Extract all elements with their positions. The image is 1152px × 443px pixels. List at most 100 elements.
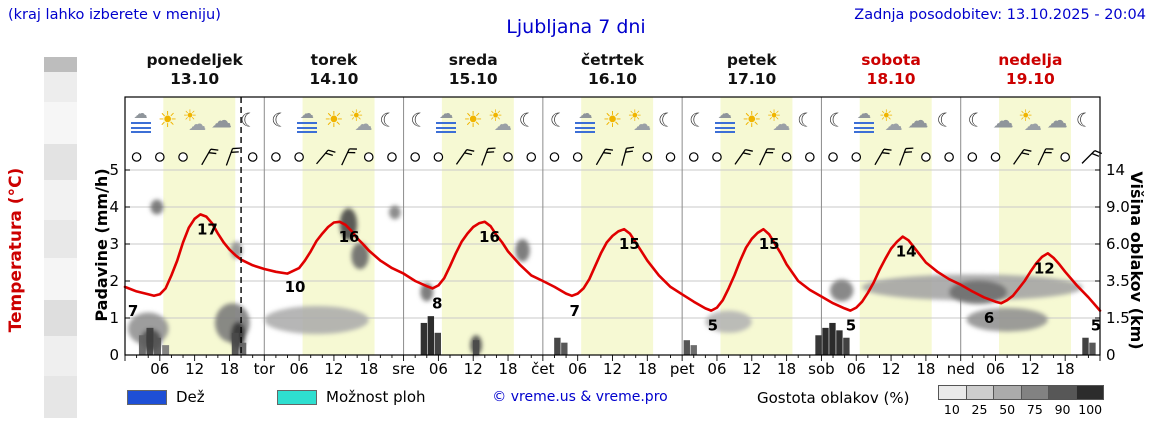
time-axis-label: 12 [185, 360, 204, 378]
fog-line [714, 131, 735, 133]
day-header-ponedeljek: ponedeljek 13.10 [125, 51, 264, 95]
low-cloud-bar [690, 345, 697, 355]
fog-line [714, 126, 735, 129]
temperature-value-label: 10 [285, 278, 306, 296]
barb-shaft [1081, 150, 1096, 164]
temperature-value-label: 5 [846, 317, 856, 335]
left-strip-segment [44, 180, 77, 220]
wind-barb-icon [341, 148, 357, 166]
cloud-icon: ☁ [133, 105, 148, 122]
low-cloud-bar [427, 316, 435, 355]
time-axis-label: 06 [429, 360, 448, 378]
weather-icon-fog: ☁ [128, 106, 154, 136]
low-cloud-bar [138, 335, 146, 355]
barb-feather [603, 152, 612, 155]
fog-line [436, 131, 457, 133]
wind-calm-icon [990, 152, 1001, 162]
cloud-scale-segment [939, 386, 967, 399]
day-icons-četrtek: ☾ ☁ ☀ ☀ ☁ ☾ [543, 99, 682, 143]
cloud-icon: ☁ [299, 105, 314, 122]
cloud-icon: ☁ [354, 113, 373, 135]
barb-feather [1045, 148, 1054, 150]
wind-calm-icon [433, 152, 444, 162]
cloud-icon: ☁ [439, 105, 454, 122]
weather-icon-sun-cloud: ☀ ☁ [878, 106, 904, 136]
barb-feather [1023, 148, 1032, 152]
cloud-scale-label: 90 [1054, 402, 1071, 417]
wind-calm-icon [131, 152, 142, 162]
copyright-link[interactable]: © vreme.us & vreme.pro [492, 389, 668, 405]
barb-feather [904, 151, 913, 153]
time-axis-label: 18 [1056, 360, 1075, 378]
cloud-icon: ☁ [717, 105, 732, 122]
weather-icon-cloud: ☁ [209, 106, 235, 136]
left-cloud-strip [44, 57, 77, 418]
low-cloud-bar [829, 322, 836, 355]
moon-icon: ☾ [549, 109, 567, 132]
moon-icon: ☾ [410, 109, 428, 132]
day-name: sobota [861, 51, 921, 69]
wind-barb-icon [316, 149, 336, 165]
time-axis-label: 06 [150, 360, 169, 378]
day-headers: ponedeljek 13.10 torek 14.10 sreda 15.10 četrt… [125, 51, 1100, 95]
wind-calm-icon [178, 152, 188, 162]
cloud-scale-label: 25 [971, 402, 988, 417]
barb-feather [486, 151, 495, 153]
barb-feather [347, 151, 356, 154]
time-axis-label: 12 [882, 360, 901, 378]
day-abbrev-label: tor [254, 360, 276, 378]
wind-barb-icon [759, 148, 775, 166]
day-name: sreda [448, 51, 498, 69]
cloud-icon: ☁ [1023, 113, 1042, 135]
barb-feather [742, 152, 751, 156]
weather-icon-fog: ☁ [294, 106, 320, 136]
barb-feather [625, 150, 634, 153]
day-abbrev-label: ned [947, 360, 975, 378]
day-abbrev-label: sob [808, 360, 835, 378]
day-date: 19.10 [1005, 70, 1055, 89]
fog-line [130, 122, 151, 124]
wind-barb-icon [455, 148, 475, 165]
temperature-value-label: 7 [570, 302, 580, 320]
time-axis-label: 06 [568, 360, 587, 378]
weather-icon-sun: ☀ [321, 106, 347, 136]
weather-icon-moon: ☾ [963, 106, 989, 136]
fog-lines-icon [130, 122, 151, 133]
time-axis-label: 12 [464, 360, 483, 378]
wind-calm-icon [572, 152, 583, 162]
barb-shaft [1013, 149, 1025, 165]
low-cloud-bar [554, 337, 561, 355]
fog-line [575, 131, 596, 133]
weather-icon-moon: ☾ [932, 106, 958, 136]
last-update-text: Zadnja posodobitev: 13.10.2025 - 20:04 [854, 7, 1146, 23]
low-cloud-bar [239, 342, 247, 355]
weather-icon-sun: ☀ [599, 106, 625, 136]
cloud-icon: ☁ [633, 113, 652, 135]
left-strip-segment [44, 376, 77, 418]
temperature-value-label: 16 [479, 228, 500, 246]
weather-icon-fog: ☁ [433, 106, 459, 136]
cloud-scale-label: 100 [1078, 402, 1103, 417]
time-axis-label: 06 [290, 360, 309, 378]
barb-feather [881, 152, 890, 155]
left-strip-segment [44, 102, 77, 144]
moon-icon: ☾ [240, 109, 258, 132]
day-name: četrtek [580, 51, 644, 69]
day-date: 15.10 [448, 70, 498, 89]
weather-icon-cloud: ☁ [990, 106, 1016, 136]
cloud-blob [515, 239, 530, 262]
cloud-scale-segment [994, 386, 1022, 399]
temperature-value-label: 6 [984, 309, 994, 327]
day-name: nedelja [998, 51, 1063, 69]
day-name: petek [726, 51, 777, 69]
day-name: ponedeljek [146, 51, 243, 69]
cloud-scale-segment [1021, 386, 1049, 399]
barb-feather [232, 147, 241, 150]
fog-lines-icon [436, 122, 457, 133]
wind-calm-icon [642, 152, 653, 162]
day-abbrev-label: pet [670, 360, 695, 378]
fog-lines-icon [853, 122, 874, 133]
time-axis-label: 18 [777, 360, 796, 378]
cloud-scale-label: 10 [943, 402, 960, 417]
weather-icon-moon: ☾ [793, 106, 819, 136]
